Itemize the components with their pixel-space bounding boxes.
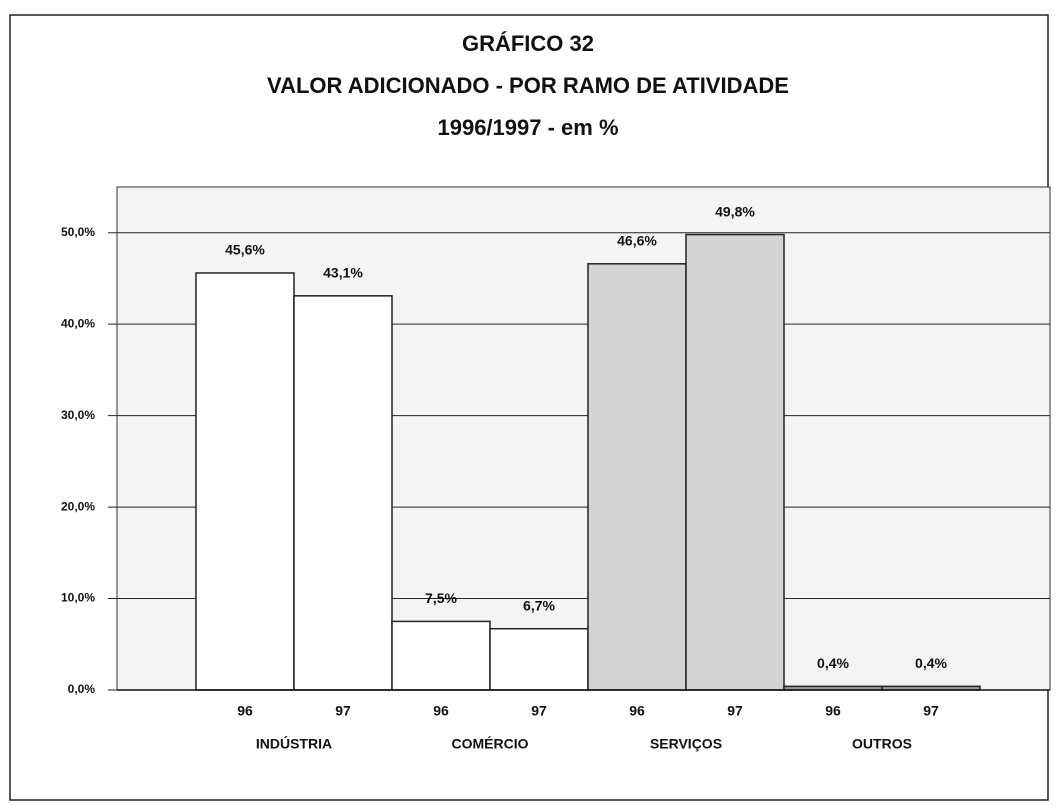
x-tick-label: 96 xyxy=(237,703,253,719)
chart-subtitle: VALOR ADICIONADO - POR RAMO DE ATIVIDADE xyxy=(267,73,789,98)
x-tick-label: 97 xyxy=(335,703,351,719)
x-group-label: SERVIÇOS xyxy=(650,736,722,752)
x-tick-label: 97 xyxy=(923,703,939,719)
y-tick-label: 40,0% xyxy=(61,316,95,330)
x-tick-label: 96 xyxy=(629,703,645,719)
x-tick-label: 97 xyxy=(727,703,743,719)
y-tick-label: 20,0% xyxy=(61,499,95,513)
value-label: 0,4% xyxy=(915,655,947,671)
value-label: 7,5% xyxy=(425,590,457,606)
value-label: 0,4% xyxy=(817,655,849,671)
bar xyxy=(587,263,687,691)
value-label: 49,8% xyxy=(715,203,755,219)
bar xyxy=(195,272,295,691)
y-tick-label: 30,0% xyxy=(61,408,95,422)
x-tick-label: 97 xyxy=(531,703,547,719)
value-label: 45,6% xyxy=(225,242,265,258)
bar xyxy=(685,233,785,691)
bar xyxy=(391,620,491,691)
y-tick-label: 10,0% xyxy=(61,591,95,605)
x-group-label: INDÚSTRIA xyxy=(256,735,332,752)
x-group-label: COMÉRCIO xyxy=(452,736,529,752)
value-label: 6,7% xyxy=(523,597,555,613)
chart-title: GRÁFICO 32 xyxy=(462,31,594,56)
x-group-label: OUTROS xyxy=(852,736,912,752)
x-tick-label: 96 xyxy=(433,703,449,719)
y-tick-label: 0,0% xyxy=(68,682,96,696)
chart-period: 1996/1997 - em % xyxy=(437,115,618,140)
value-label: 46,6% xyxy=(617,233,657,249)
bar xyxy=(489,627,589,691)
bar xyxy=(293,295,393,691)
y-tick-label: 50,0% xyxy=(61,225,95,239)
x-tick-label: 96 xyxy=(825,703,841,719)
value-label: 43,1% xyxy=(323,265,363,281)
